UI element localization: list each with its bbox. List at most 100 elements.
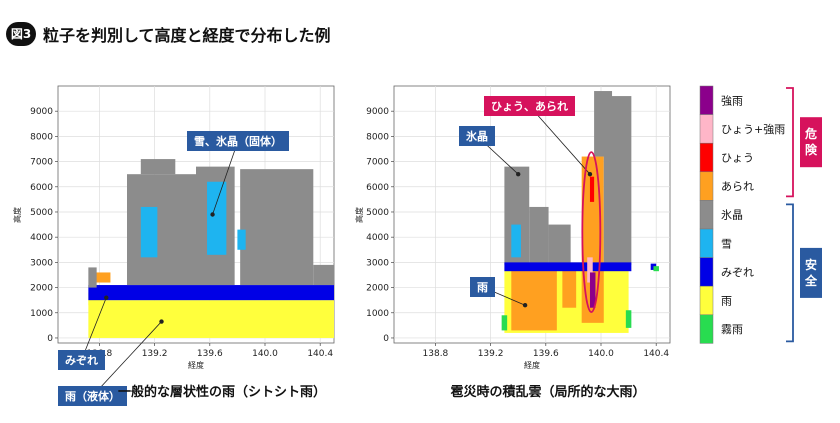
y-tick-label: 9000 xyxy=(30,107,53,117)
safe-label-box xyxy=(800,247,822,298)
legend-swatch-heavy-rain xyxy=(699,85,714,115)
callout-label: 雨 xyxy=(477,281,488,294)
region-ice-crystal xyxy=(88,267,97,288)
region-ice-crystal xyxy=(127,174,196,286)
chart-caption: 一般的な層状性の雨（シトシト雨） xyxy=(118,384,326,400)
y-tick-label: 6000 xyxy=(30,183,53,193)
region-sleet xyxy=(504,262,632,272)
legend-swatch-hail xyxy=(699,142,714,173)
region-snow xyxy=(237,229,246,250)
legend-label: 氷晶 xyxy=(721,209,743,222)
callout-point xyxy=(587,171,593,177)
y-tick-label: 1000 xyxy=(366,309,389,319)
y-tick-label: 7000 xyxy=(366,158,389,168)
region-ice-crystal xyxy=(594,91,613,157)
legend-swatch-hail-heavy-rain xyxy=(699,114,714,144)
chart-caption: 雹災時の積乱雲（局所的な大雨） xyxy=(450,384,645,400)
region-ice-crystal xyxy=(548,224,571,265)
ticks: 138.8139.2139.6140.0140.4010002000300040… xyxy=(30,107,333,359)
safe-label: 安全 xyxy=(804,257,818,288)
legend-swatch-snow xyxy=(699,228,714,258)
callout-point xyxy=(104,295,109,300)
x-tick-label: 140.4 xyxy=(307,349,333,359)
callout-point xyxy=(522,303,528,308)
callout-leader xyxy=(92,321,162,397)
y-tick-label: 2000 xyxy=(366,284,389,294)
callout-label: 雨（液体） xyxy=(65,389,120,403)
y-tick-label: 4000 xyxy=(366,233,389,243)
region-snow xyxy=(207,181,227,255)
y-axis-label: 高度 xyxy=(12,207,22,223)
y-tick-label: 0 xyxy=(47,334,53,344)
y-tick-label: 7000 xyxy=(30,158,53,168)
y-tick-label: 5000 xyxy=(366,208,389,218)
x-axis-label: 経度 xyxy=(188,360,204,370)
safe-bracket xyxy=(786,203,794,343)
legend-label: ひょう+強雨 xyxy=(721,123,785,136)
legend-swatch-graupel xyxy=(699,171,714,201)
region-ice-crystal xyxy=(240,169,314,286)
y-axis-label: 高度 xyxy=(354,207,364,223)
callout-leader xyxy=(81,297,107,361)
legend-label: ひょう xyxy=(721,152,754,165)
callout-box xyxy=(58,386,127,406)
callout-box xyxy=(470,277,495,297)
y-tick-label: 2000 xyxy=(30,284,53,294)
callout-label: 氷晶 xyxy=(466,129,488,143)
y-tick-label: 8000 xyxy=(30,132,53,142)
region-drizzle xyxy=(653,266,659,272)
callout-leader xyxy=(212,140,239,215)
callout-point xyxy=(210,212,215,217)
region-sleet xyxy=(88,285,334,301)
y-tick-label: 9000 xyxy=(366,107,389,117)
region-drizzle xyxy=(625,310,632,328)
chart-stratiform: 138.8139.2139.6140.0140.4010002000300040… xyxy=(12,85,335,406)
legend-label: 霧雨 xyxy=(721,323,743,336)
y-tick-label: 0 xyxy=(383,334,389,344)
x-tick-label: 139.6 xyxy=(197,349,223,359)
region-ice-crystal xyxy=(529,206,549,265)
legend-label: あられ xyxy=(721,180,754,193)
x-axis-label: 経度 xyxy=(524,360,540,370)
legend-label: 雪 xyxy=(721,237,732,250)
x-tick-label: 138.8 xyxy=(423,349,449,359)
callout-label: みぞれ xyxy=(65,354,98,367)
x-tick-label: 140.0 xyxy=(588,349,614,359)
x-tick-label: 140.4 xyxy=(643,349,669,359)
legend-swatch-ice-crystal xyxy=(699,200,714,230)
callout-box xyxy=(187,131,289,151)
callout-point xyxy=(516,171,521,177)
y-tick-label: 3000 xyxy=(366,258,389,268)
region-drizzle xyxy=(501,315,508,331)
y-tick-label: 6000 xyxy=(366,183,389,193)
chart-hailstorm: 138.8 139.2 139.6 140.0 140.4 0 1000 2000 3000 40… xyxy=(354,85,671,400)
y-tick-label: 4000 xyxy=(30,233,53,243)
danger-label-box xyxy=(800,117,822,168)
danger-bracket xyxy=(786,87,794,198)
region-graupel xyxy=(511,269,557,331)
y-tick-label: 5000 xyxy=(30,208,53,218)
callout-label: ひょう、あられ xyxy=(491,100,568,113)
region-graupel xyxy=(93,272,111,283)
legend-label: みぞれ xyxy=(721,266,754,279)
danger-label: 危険 xyxy=(804,126,818,157)
legend-label: 雨 xyxy=(721,295,732,308)
hail-highlight-ellipse xyxy=(581,151,602,314)
callout-point xyxy=(159,319,164,324)
region-snow xyxy=(140,206,158,258)
x-tick-label: 140.0 xyxy=(252,349,278,359)
y-tick-label: 3000 xyxy=(30,258,53,268)
region-hail xyxy=(589,176,595,202)
legend-swatch-sleet xyxy=(699,257,714,287)
data-layer xyxy=(501,91,659,333)
legend-swatch-rain xyxy=(699,285,714,316)
region-heavy-rain xyxy=(589,272,596,308)
callout-box xyxy=(484,96,575,116)
callout-box xyxy=(58,350,105,370)
region-graupel xyxy=(562,269,577,308)
region-snow xyxy=(511,224,521,258)
